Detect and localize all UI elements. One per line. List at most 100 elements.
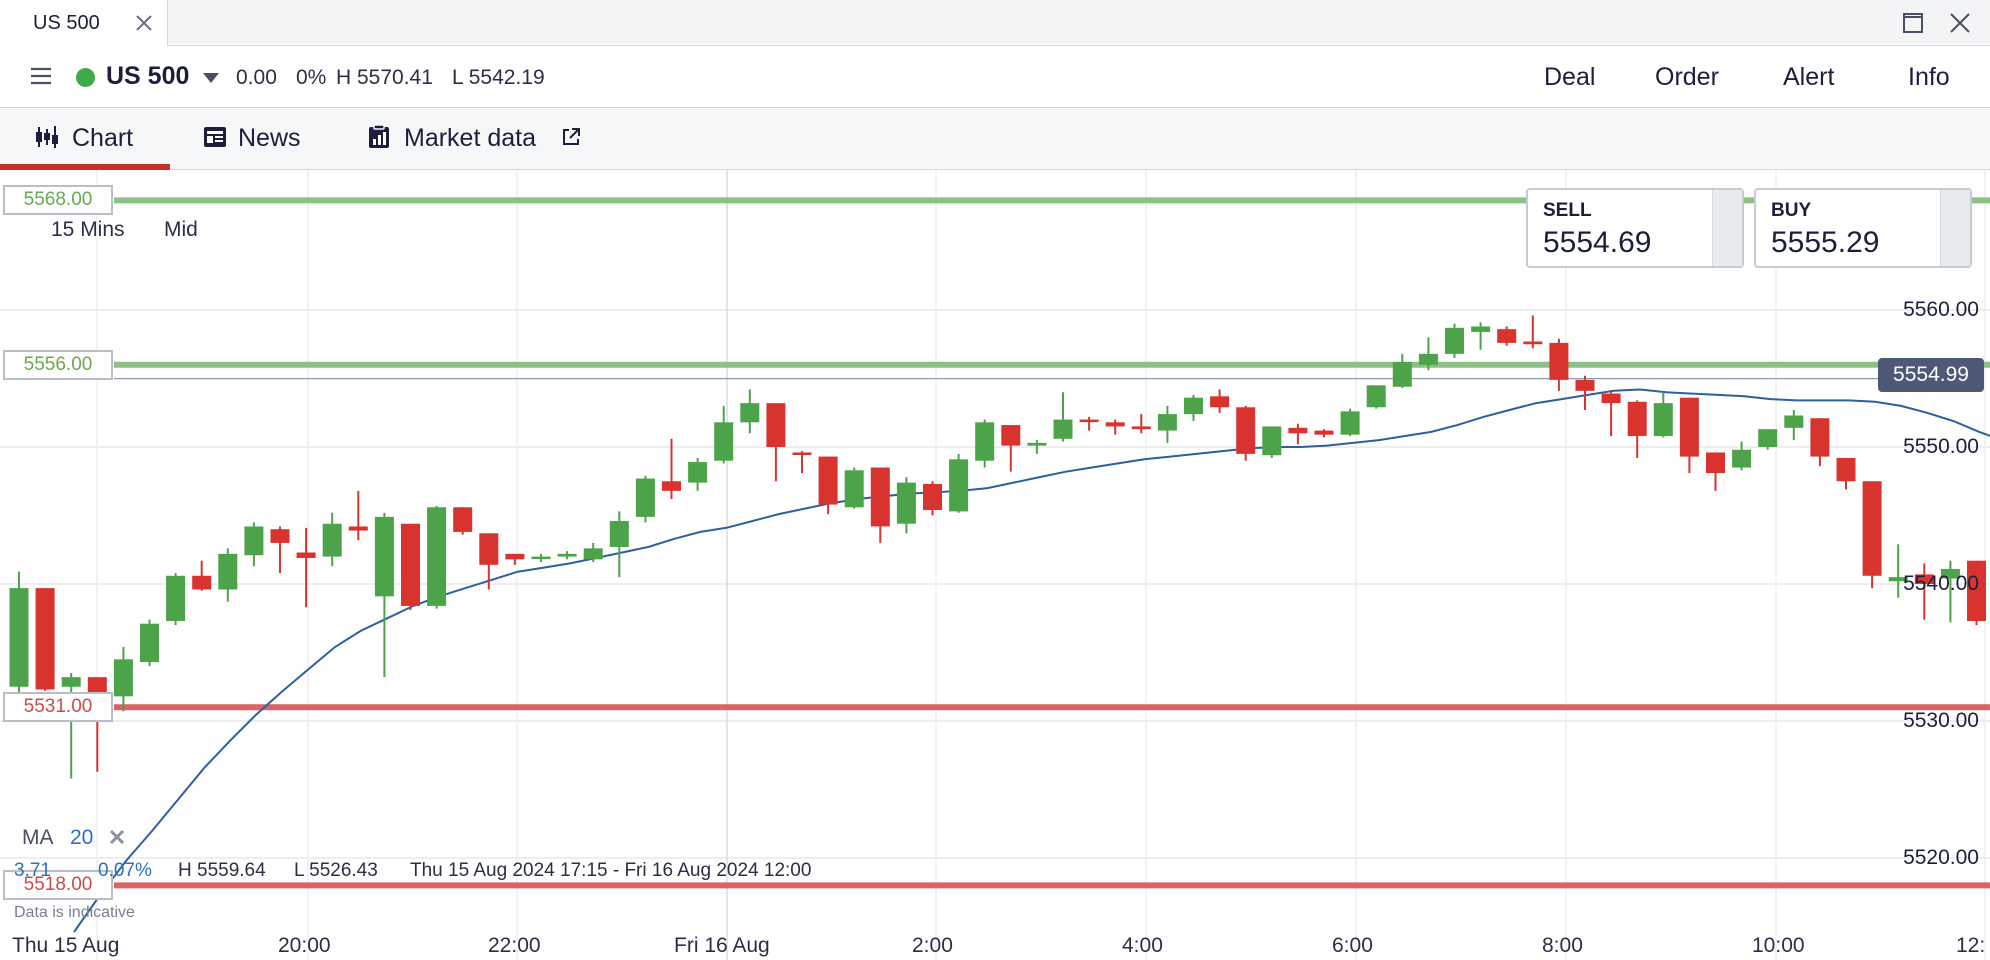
candle-body xyxy=(1001,425,1021,446)
candle-body xyxy=(870,467,890,527)
candle-body xyxy=(453,507,473,532)
active-tab-indicator xyxy=(0,164,170,170)
info-button[interactable]: Info xyxy=(1908,63,1950,91)
candle-body xyxy=(296,552,316,558)
order-button[interactable]: Order xyxy=(1655,63,1719,91)
info-change-percent: 0.07% xyxy=(98,860,152,881)
sell-tile-strip xyxy=(1712,190,1742,266)
candle-body xyxy=(1549,342,1569,380)
price-level-label[interactable]: 5568.00 xyxy=(3,185,113,216)
x-axis-tick-label: 22:00 xyxy=(488,934,541,957)
candle xyxy=(923,481,942,516)
price-level-label[interactable]: 5518.00 xyxy=(3,870,113,901)
candle xyxy=(218,548,238,602)
tab-market-data[interactable]: Market data xyxy=(366,108,586,170)
candle xyxy=(322,512,342,567)
candlestick-chart[interactable] xyxy=(0,170,1990,960)
candle xyxy=(348,490,368,541)
window-tab-title: US 500 xyxy=(33,12,100,34)
candle-body xyxy=(1497,329,1517,343)
candle-body xyxy=(1340,411,1360,435)
candle-body xyxy=(1157,414,1177,431)
candle xyxy=(609,511,629,578)
tab-chart[interactable]: Chart xyxy=(0,108,170,170)
candle-body xyxy=(166,575,186,621)
candle-body xyxy=(401,523,420,606)
window-close-icon[interactable] xyxy=(1949,12,1971,34)
price-type-selector[interactable]: Mid xyxy=(164,218,198,241)
info-high: H 5559.64 xyxy=(178,860,266,881)
price-level-label[interactable]: 5556.00 xyxy=(3,349,113,380)
remove-indicator-icon[interactable] xyxy=(108,828,126,846)
interval-selector[interactable]: 15 Mins xyxy=(51,218,125,241)
tab-chart-label: Chart xyxy=(72,124,134,152)
candle-body xyxy=(1027,442,1047,446)
x-axis-tick-label: 12: xyxy=(1956,934,1986,957)
buy-button[interactable]: BUY 5555.29 xyxy=(1754,188,1972,268)
candle-body xyxy=(557,553,577,557)
candle xyxy=(1314,429,1334,438)
x-axis-tick-label: 2:00 xyxy=(912,934,953,957)
buy-tile-strip xyxy=(1940,190,1970,266)
close-icon[interactable] xyxy=(134,13,154,33)
candle-body xyxy=(792,452,812,455)
candle xyxy=(688,457,708,491)
x-axis-tick-label: 4:00 xyxy=(1122,934,1163,957)
candle xyxy=(1053,392,1073,442)
candle xyxy=(1340,408,1360,437)
candle xyxy=(1549,338,1569,391)
maximize-icon[interactable] xyxy=(1902,12,1924,34)
price-chart[interactable]: 5568.00 5556.00 5531.00 5518.00 15 Mins Mid… xyxy=(0,170,1990,960)
ma-period[interactable]: 20 xyxy=(70,826,94,849)
candle xyxy=(1366,385,1386,409)
x-axis-tick-label: Fri 16 Aug xyxy=(674,934,770,957)
candle-body xyxy=(1575,379,1595,391)
sell-button[interactable]: SELL 5554.69 xyxy=(1526,188,1744,268)
candle-body xyxy=(1366,385,1386,408)
candle-body xyxy=(374,516,394,597)
buy-label: BUY xyxy=(1771,200,1812,221)
chevron-down-icon[interactable] xyxy=(202,72,220,84)
candle xyxy=(113,647,133,712)
deal-button[interactable]: Deal xyxy=(1544,63,1596,91)
candle xyxy=(9,571,29,694)
candle xyxy=(1862,481,1882,589)
alert-button[interactable]: Alert xyxy=(1783,63,1835,91)
candle xyxy=(1105,419,1125,435)
candle-body xyxy=(1131,426,1151,430)
candle-body xyxy=(113,659,133,697)
candle-body xyxy=(505,553,525,560)
candle-body xyxy=(1836,457,1856,482)
candle xyxy=(557,551,577,560)
candle-body xyxy=(87,677,107,694)
instrument-name[interactable]: US 500 xyxy=(106,62,190,90)
hamburger-menu-icon[interactable] xyxy=(30,65,52,87)
candle-body xyxy=(1210,396,1230,408)
window-title-bar: US 500 xyxy=(0,0,1990,47)
candle-body xyxy=(1262,426,1282,456)
x-axis-tick-label: 10:00 xyxy=(1752,934,1805,957)
candle-body xyxy=(1523,341,1543,345)
candle-body xyxy=(1236,407,1256,454)
instrument-header: US 500 0.00 0% H 5570.41 L 5542.19 Deal … xyxy=(0,46,1990,108)
candle xyxy=(479,533,499,590)
candle-body xyxy=(1862,481,1882,576)
tab-news[interactable]: News xyxy=(200,108,330,170)
candle xyxy=(192,560,212,591)
price-level-label[interactable]: 5531.00 xyxy=(3,692,113,723)
candle-body xyxy=(844,470,864,508)
day-low: L 5542.19 xyxy=(452,66,545,89)
candle-body xyxy=(1784,415,1804,428)
candle-body xyxy=(1053,419,1073,439)
window-tab[interactable]: US 500 xyxy=(0,0,168,47)
candle-body xyxy=(1184,397,1203,415)
candle-body xyxy=(35,588,55,690)
candle-body xyxy=(1706,452,1725,474)
candle xyxy=(1236,405,1256,461)
candle xyxy=(1627,400,1647,458)
indicative-notice: Data is indicative xyxy=(14,904,135,921)
candlestick-icon xyxy=(36,126,58,148)
tab-market-data-label: Market data xyxy=(404,124,537,152)
info-low: L 5526.43 xyxy=(294,860,378,881)
candle xyxy=(896,477,916,534)
